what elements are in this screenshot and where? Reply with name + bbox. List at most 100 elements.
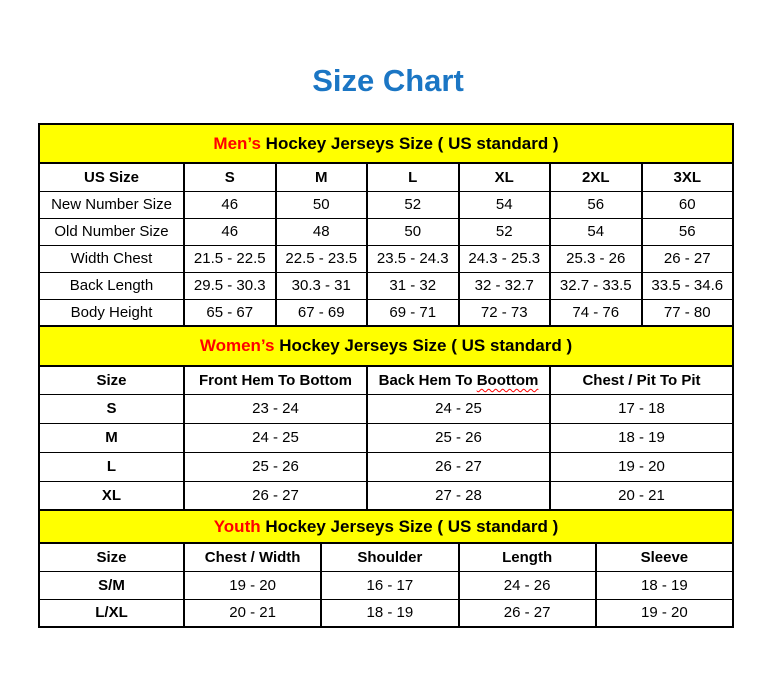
column-header: XL (457, 162, 551, 192)
cell-value: 27 - 28 (366, 480, 551, 511)
table-row: Body Height 65 - 67 67 - 69 69 - 71 72 -… (38, 298, 734, 327)
column-header: Chest / Width (182, 542, 323, 572)
cell-value: 25 - 26 (366, 422, 551, 453)
table-row: L/XL 20 - 21 18 - 19 26 - 27 19 - 20 (38, 598, 735, 628)
column-header: Size (38, 542, 185, 572)
table-row: M 24 - 25 25 - 26 18 - 19 (38, 422, 734, 453)
table-row: Width Chest 21.5 - 22.5 22.5 - 23.5 23.5… (38, 244, 734, 273)
cell-value: 19 - 20 (182, 570, 323, 600)
cell-value: 54 (457, 190, 551, 219)
cell-value: 77 - 80 (640, 298, 734, 327)
cell-value: 20 - 21 (182, 598, 323, 628)
row-label: Body Height (38, 298, 185, 327)
youth-section-header: Youth Hockey Jerseys Size ( US standard … (38, 509, 734, 544)
cell-value: 50 (274, 190, 368, 219)
womens-section-highlight: Women’s (199, 336, 275, 355)
cell-value: 31 - 32 (366, 271, 460, 300)
cell-value: 24 - 25 (366, 393, 551, 424)
table-row: Back Length 29.5 - 30.3 30.3 - 31 31 - 3… (38, 271, 734, 300)
youth-section-highlight: Youth (213, 516, 261, 536)
cell-value: 19 - 20 (594, 598, 735, 628)
womens-section-header: Women’s Hockey Jerseys Size ( US standar… (38, 325, 734, 367)
table-row: XL 26 - 27 27 - 28 20 - 21 (38, 480, 734, 511)
womens-section-band: Women’s Hockey Jerseys Size ( US standar… (38, 325, 734, 367)
youth-section-band: Youth Hockey Jerseys Size ( US standard … (38, 509, 734, 544)
row-label: Old Number Size (38, 217, 185, 246)
cell-value: 19 - 20 (549, 451, 734, 482)
cell-value: 26 - 27 (366, 451, 551, 482)
table-row: Old Number Size 46 48 50 52 54 56 (38, 217, 734, 246)
cell-value: 32 - 32.7 (457, 271, 551, 300)
column-header: Chest / Pit To Pit (549, 365, 734, 395)
row-label: New Number Size (38, 190, 185, 219)
cell-value: 26 - 27 (457, 598, 597, 628)
table-row: New Number Size 46 50 52 54 56 60 (38, 190, 734, 219)
mens-section-highlight: Men’s (213, 133, 261, 153)
misspelled-word: Boottom (476, 371, 539, 389)
cell-value: 46 (183, 190, 277, 219)
womens-size-table: Women’s Hockey Jerseys Size ( US standar… (38, 325, 734, 511)
column-header: L (366, 162, 460, 192)
column-header: Sleeve (594, 542, 735, 572)
cell-value: 23.5 - 24.3 (366, 244, 460, 273)
row-label: Back Length (38, 271, 185, 300)
cell-value: 60 (640, 190, 734, 219)
column-header: US Size (38, 162, 185, 192)
cell-value: 67 - 69 (274, 298, 368, 327)
column-header: Front Hem To Bottom (183, 365, 368, 395)
cell-value: 48 (274, 217, 368, 246)
column-header: S (183, 162, 277, 192)
cell-value: 54 (549, 217, 643, 246)
cell-value: 72 - 73 (457, 298, 551, 327)
cell-value: 65 - 67 (183, 298, 277, 327)
cell-value: 18 - 19 (320, 598, 460, 628)
column-header: Size (38, 365, 185, 395)
cell-value: 21.5 - 22.5 (183, 244, 277, 273)
row-label: M (38, 422, 185, 453)
cell-value: 29.5 - 30.3 (183, 271, 277, 300)
column-header: Shoulder (320, 542, 460, 572)
mens-section-title-text: Hockey Jerseys Size ( US standard ) (260, 133, 559, 153)
row-label: L (38, 451, 185, 482)
cell-value: 56 (640, 217, 734, 246)
column-header: 2XL (549, 162, 643, 192)
column-header: 3XL (640, 162, 734, 192)
womens-section-title-text: Hockey Jerseys Size ( US standard ) (274, 336, 573, 355)
youth-section-title-text: Hockey Jerseys Size ( US standard ) (260, 516, 559, 536)
mens-column-header-row: US Size S M L XL 2XL 3XL (38, 162, 734, 192)
table-row: S 23 - 24 24 - 25 17 - 18 (38, 393, 734, 424)
cell-value: 50 (366, 217, 460, 246)
column-header-text: Back Hem To (378, 371, 477, 389)
cell-value: 16 - 17 (320, 570, 460, 600)
table-row: S/M 19 - 20 16 - 17 24 - 26 18 - 19 (38, 570, 735, 600)
cell-value: 52 (366, 190, 460, 219)
womens-column-header-row: Size Front Hem To Bottom Back Hem To Boo… (38, 365, 734, 395)
cell-value: 18 - 19 (549, 422, 734, 453)
mens-section-band: Men’s Hockey Jerseys Size ( US standard … (38, 123, 734, 164)
youth-size-table: Youth Hockey Jerseys Size ( US standard … (38, 509, 735, 628)
cell-value: 24 - 25 (183, 422, 368, 453)
mens-size-table: Men’s Hockey Jerseys Size ( US standard … (38, 123, 734, 327)
youth-column-header-row: Size Chest / Width Shoulder Length Sleev… (38, 542, 735, 572)
mens-section-header: Men’s Hockey Jerseys Size ( US standard … (38, 123, 734, 164)
cell-value: 25.3 - 26 (549, 244, 643, 273)
cell-value: 56 (549, 190, 643, 219)
row-label: L/XL (38, 598, 185, 628)
cell-value: 32.7 - 33.5 (549, 271, 643, 300)
cell-value: 17 - 18 (549, 393, 734, 424)
cell-value: 52 (457, 217, 551, 246)
row-label: S (38, 393, 185, 424)
cell-value: 33.5 - 34.6 (640, 271, 734, 300)
cell-value: 25 - 26 (183, 451, 368, 482)
cell-value: 22.5 - 23.5 (274, 244, 368, 273)
table-row: L 25 - 26 26 - 27 19 - 20 (38, 451, 734, 482)
row-label: S/M (38, 570, 185, 600)
column-header: M (274, 162, 368, 192)
row-label: Width Chest (38, 244, 185, 273)
page-title: Size Chart (312, 63, 464, 98)
cell-value: 74 - 76 (549, 298, 643, 327)
cell-value: 26 - 27 (183, 480, 368, 511)
size-chart-tables: Men’s Hockey Jerseys Size ( US standard … (38, 123, 735, 628)
cell-value: 24 - 26 (457, 570, 597, 600)
cell-value: 23 - 24 (183, 393, 368, 424)
